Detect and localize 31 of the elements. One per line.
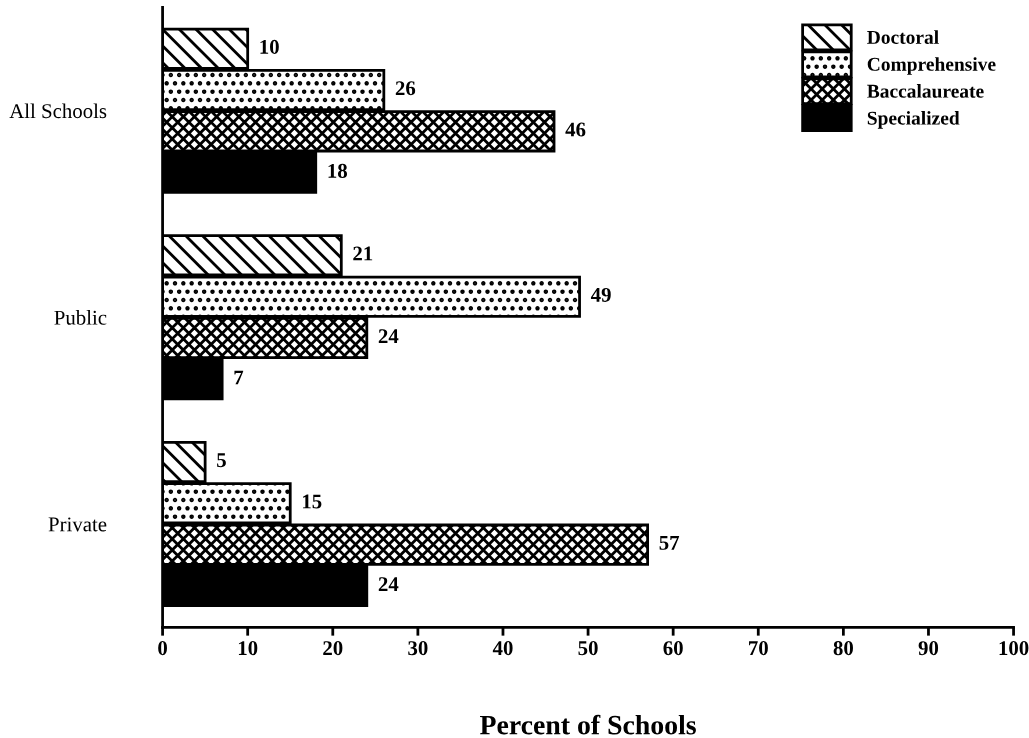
x-axis-title: Percent of Schools xyxy=(480,714,696,735)
data-label: 18 xyxy=(328,163,348,178)
x-tick-label: 40 xyxy=(492,641,513,656)
data-label: 26 xyxy=(395,81,416,96)
x-tick-label: 20 xyxy=(323,641,343,656)
x-tick-label: 70 xyxy=(749,641,768,656)
x-tick-label: 90 xyxy=(918,641,939,656)
data-label: 46 xyxy=(565,122,586,137)
data-label: 10 xyxy=(260,39,279,54)
legend-label: Baccalaureate xyxy=(867,84,984,98)
x-tick-label: 50 xyxy=(578,641,598,656)
legend-label: Specialized xyxy=(867,111,960,129)
x-tick-label: 60 xyxy=(663,641,683,656)
data-label: 5 xyxy=(217,453,226,468)
data-label: 15 xyxy=(303,494,322,509)
legend-label: Doctoral xyxy=(867,30,939,44)
data-label: 57 xyxy=(659,536,680,550)
x-tick-label: 100 xyxy=(999,641,1029,656)
y-tick-label: Public xyxy=(54,310,107,325)
x-tick-label: 10 xyxy=(238,641,258,656)
data-label: 21 xyxy=(353,246,373,261)
data-label: 24 xyxy=(378,577,399,591)
x-tick-label: 0 xyxy=(158,641,167,656)
x-tick-label: 80 xyxy=(833,641,853,656)
data-label: 49 xyxy=(590,287,611,302)
y-tick-label: All Schools xyxy=(9,103,107,119)
data-label: 7 xyxy=(234,370,244,385)
y-tick-label: Private xyxy=(48,517,107,532)
x-tick-label: 30 xyxy=(408,641,428,656)
legend-label: Comprehensive xyxy=(867,57,996,75)
data-label: 24 xyxy=(378,329,399,344)
